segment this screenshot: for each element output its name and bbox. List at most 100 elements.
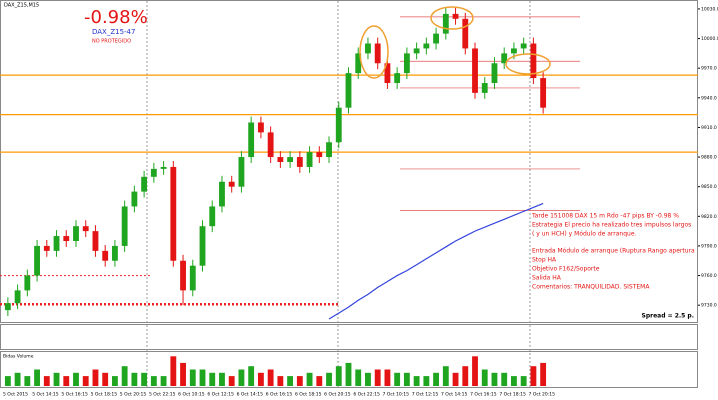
x-tick-label: 6 Oct 16:15 bbox=[266, 392, 293, 398]
volume-bar bbox=[34, 369, 40, 386]
candle-body bbox=[452, 13, 459, 19]
volume-bar bbox=[257, 372, 264, 386]
main-panel bbox=[0, 0, 698, 323]
volume-bar bbox=[43, 376, 50, 386]
volume-bar bbox=[442, 366, 449, 386]
x-tick-label: 5 Oct 16:15 bbox=[61, 392, 88, 398]
volume-bar bbox=[14, 372, 21, 386]
volume-panel bbox=[0, 351, 698, 388]
candle-body bbox=[121, 206, 128, 246]
x-tick-label: 6 Oct 12:15 bbox=[207, 392, 234, 398]
volume-bar bbox=[530, 366, 537, 386]
candle-body bbox=[287, 157, 294, 162]
candle-body bbox=[14, 290, 21, 304]
y-tick-label: 10030.0 bbox=[701, 6, 718, 12]
candle-body bbox=[63, 236, 70, 241]
volume-bar bbox=[248, 366, 255, 386]
candle-body bbox=[442, 13, 449, 34]
candle-body bbox=[403, 53, 410, 74]
volume-bar bbox=[131, 372, 138, 386]
x-tick-label: 6 Oct 18:15 bbox=[295, 392, 322, 398]
candle-body bbox=[257, 122, 264, 133]
candle-body bbox=[306, 152, 313, 167]
y-tick-label: 9940.0 bbox=[701, 95, 717, 101]
volume-bar bbox=[92, 369, 99, 386]
annotation: Comentarios: TRANQUILIDAD. SISTEMA bbox=[532, 284, 650, 291]
volume-bar bbox=[296, 376, 303, 386]
x-tick-label: 6 Oct 22:15 bbox=[353, 392, 380, 398]
volume-bar bbox=[63, 376, 70, 386]
candle-body bbox=[277, 157, 284, 162]
volume-bar bbox=[141, 372, 148, 386]
y-tick-label: 9790.0 bbox=[701, 243, 717, 249]
volume-bar bbox=[209, 372, 216, 386]
volume-bar bbox=[102, 372, 109, 386]
candle-body bbox=[345, 73, 352, 108]
status-label: NO PROTEGIDO bbox=[92, 39, 131, 45]
volume-bar bbox=[423, 376, 430, 386]
candle-body bbox=[501, 53, 508, 64]
candle-body bbox=[394, 73, 401, 83]
candle-body bbox=[43, 245, 50, 251]
x-tick-label: 5 Oct 20:15 bbox=[120, 392, 147, 398]
y-tick-label: 9820.0 bbox=[701, 214, 717, 220]
x-tick-label: 7 Oct 14:15 bbox=[441, 392, 468, 398]
candle-body bbox=[530, 43, 537, 79]
x-tick-label: 7 Oct 12:15 bbox=[412, 392, 439, 398]
x-tick-label: 5 Oct 22:15 bbox=[149, 392, 176, 398]
volume-bar bbox=[150, 376, 157, 386]
pattern-circle bbox=[430, 6, 474, 30]
candle-body bbox=[24, 275, 31, 291]
pattern-circle bbox=[505, 53, 551, 75]
annotation: Salida HA bbox=[532, 275, 562, 282]
candle-body bbox=[423, 43, 430, 49]
candle-body bbox=[540, 78, 547, 108]
candle-body bbox=[92, 231, 99, 251]
volume-bar bbox=[491, 372, 498, 386]
volume-bar bbox=[160, 376, 167, 386]
volume-bar bbox=[501, 372, 508, 386]
y-tick-label: 10000.0 bbox=[701, 36, 718, 42]
candle-body bbox=[34, 245, 40, 276]
volume-bar bbox=[472, 356, 478, 386]
indicator-panel bbox=[0, 324, 698, 350]
spread-label: Spread = 2.5 p. bbox=[642, 313, 695, 320]
volume-bar bbox=[189, 369, 196, 386]
candle-body bbox=[511, 48, 517, 54]
candle-body bbox=[82, 226, 89, 232]
volume-label: Bidas Volume bbox=[3, 354, 34, 360]
y-tick-label: 9970.0 bbox=[701, 66, 717, 72]
candle-body bbox=[316, 152, 323, 158]
volume-bar bbox=[82, 376, 89, 386]
candle-body bbox=[296, 157, 303, 167]
volume-bar bbox=[219, 372, 225, 386]
volume-bar bbox=[277, 376, 284, 386]
annotation: Estrategia El precio ha realizado tres i… bbox=[532, 222, 691, 229]
volume-bar bbox=[121, 366, 128, 386]
plot: 9730.0 9760.0 9790.0 9820.0 9850.0 9880.0 9910… bbox=[0, 6, 718, 398]
change-label: -0.98% bbox=[84, 7, 148, 28]
candle-body bbox=[462, 18, 469, 49]
pips-label: -47 bbox=[124, 28, 135, 36]
volume-bar bbox=[170, 356, 177, 386]
volume-bar bbox=[365, 372, 371, 386]
volume-bar bbox=[306, 372, 313, 386]
x-tick-label: 7 Oct 16:15 bbox=[470, 392, 497, 398]
annotation: Objetivo F162/Soporte bbox=[532, 266, 600, 273]
annotation: ( y un HCH) y Módulo de arranque. bbox=[532, 231, 637, 238]
x-tick-label: 7 Oct 18:15 bbox=[499, 392, 526, 398]
volume-bar bbox=[24, 376, 31, 386]
candle-body bbox=[141, 176, 148, 192]
volume-bar bbox=[326, 372, 332, 386]
volume-bar bbox=[228, 376, 235, 386]
volume-bar bbox=[345, 362, 352, 386]
volume-bar bbox=[335, 366, 342, 386]
candle-body bbox=[199, 226, 206, 266]
x-tick-label: 5 Oct 14:15 bbox=[32, 392, 59, 398]
candle-body bbox=[433, 33, 439, 44]
volume-bar bbox=[394, 372, 401, 386]
annotation: Stop HA bbox=[532, 257, 557, 264]
candle-body bbox=[189, 265, 196, 291]
volume-bar bbox=[53, 372, 60, 386]
